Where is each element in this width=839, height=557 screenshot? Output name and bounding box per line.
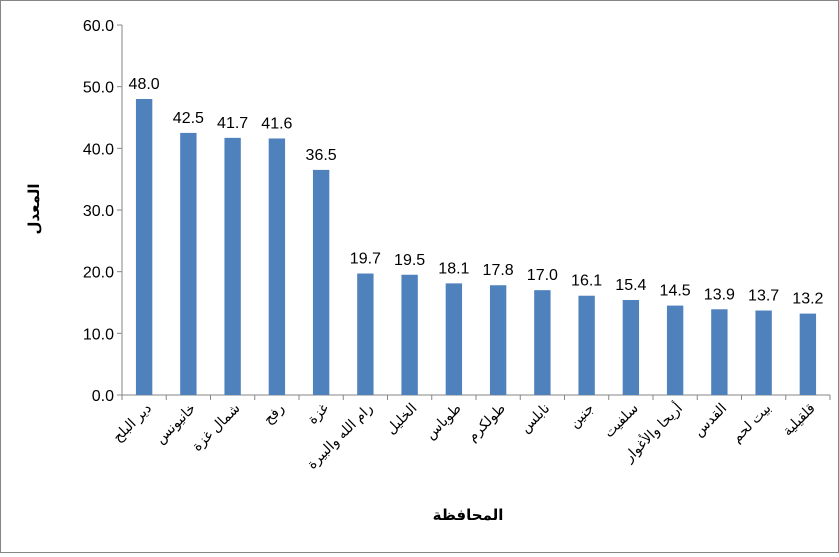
bar-value-label: 41.6 bbox=[261, 115, 292, 132]
bar bbox=[755, 310, 772, 395]
category-label: بيت لحم bbox=[728, 400, 774, 446]
bar-value-label: 14.5 bbox=[660, 283, 691, 300]
category-label: شمال غزة bbox=[189, 400, 244, 455]
bar bbox=[799, 313, 817, 395]
y-tick-label: 30.0 bbox=[83, 203, 114, 220]
category-label: نابلس bbox=[517, 400, 553, 436]
bar bbox=[401, 274, 418, 395]
bar bbox=[135, 99, 153, 395]
bar bbox=[224, 137, 241, 395]
y-tick-label: 20.0 bbox=[83, 265, 114, 282]
bar-value-label: 19.7 bbox=[350, 251, 381, 268]
bar bbox=[622, 300, 640, 395]
category-label: القدس bbox=[690, 400, 730, 440]
category-label: طولكرم bbox=[464, 400, 509, 445]
bars bbox=[135, 99, 817, 395]
category-label: قلقيلية bbox=[779, 400, 818, 439]
bar-value-label: 17.0 bbox=[527, 267, 558, 284]
bar bbox=[445, 283, 463, 395]
bar bbox=[312, 169, 330, 395]
bar bbox=[489, 285, 507, 395]
y-tick-label: 0.0 bbox=[92, 388, 114, 405]
bar bbox=[711, 309, 728, 395]
bar-value-label: 41.7 bbox=[217, 115, 248, 132]
y-tick-label: 40.0 bbox=[83, 141, 114, 158]
x-axis bbox=[121, 394, 831, 400]
y-axis-title: المعدل bbox=[26, 184, 43, 235]
bar-value-label: 36.5 bbox=[306, 147, 337, 164]
bar-value-label: 13.9 bbox=[704, 286, 735, 303]
y-axis: 0.0 10.0 20.0 30.0 40.0 50.0 60.0 bbox=[83, 18, 123, 405]
y-tick-label: 60.0 bbox=[83, 18, 114, 35]
bar-value-label: 17.8 bbox=[483, 262, 514, 279]
bar bbox=[357, 273, 374, 395]
bar bbox=[534, 290, 551, 395]
bar bbox=[180, 132, 197, 395]
y-tick-label: 10.0 bbox=[83, 326, 114, 343]
bar-value-label: 18.1 bbox=[438, 260, 469, 277]
category-label: سلفيت bbox=[600, 400, 641, 441]
bar-value-label: 42.5 bbox=[173, 110, 204, 127]
category-label: غزة bbox=[304, 400, 332, 428]
category-label: الخليل bbox=[383, 400, 420, 437]
bar-value-label: 19.5 bbox=[394, 252, 425, 269]
bar-value-label: 48.0 bbox=[129, 76, 160, 93]
bar-value-label: 13.2 bbox=[792, 291, 823, 308]
x-axis-title: المحافظة bbox=[433, 507, 504, 524]
bar bbox=[578, 295, 595, 395]
category-label: دير البلح bbox=[109, 400, 155, 446]
y-tick-label: 50.0 bbox=[83, 80, 114, 97]
category-label: رفح bbox=[260, 400, 288, 428]
value-labels: 48.0 42.5 41.7 41.6 36.5 19.7 19.5 18.1 17.8 17.0… bbox=[129, 76, 824, 308]
category-label: جنين bbox=[566, 400, 598, 432]
bar-value-label: 16.1 bbox=[571, 273, 602, 290]
bar-value-label: 13.7 bbox=[748, 288, 779, 305]
category-label: طوباس bbox=[422, 400, 465, 443]
bar bbox=[268, 138, 286, 395]
bar-value-label: 15.4 bbox=[615, 277, 646, 294]
bar bbox=[666, 305, 684, 395]
